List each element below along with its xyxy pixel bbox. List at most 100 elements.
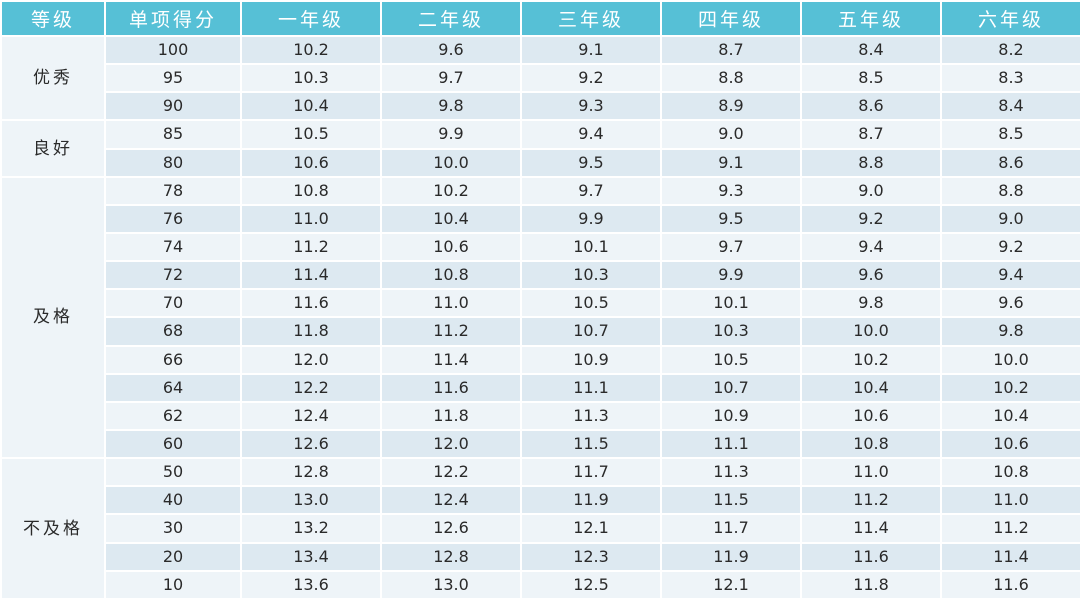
- grade-3-cell: 9.7: [522, 177, 660, 204]
- grade-4-cell: 11.3: [662, 459, 800, 486]
- grade-1-cell: 10.4: [242, 93, 380, 120]
- grade-3-cell: 9.9: [522, 205, 660, 232]
- table-row: 90 10.4 9.8 9.3 8.9 8.6 8.4: [2, 93, 1080, 120]
- grade-3-cell: 9.3: [522, 93, 660, 120]
- grade-1-cell: 12.0: [242, 346, 380, 373]
- grade-2-cell: 11.6: [382, 374, 520, 401]
- grade-6-cell: 10.8: [942, 459, 1080, 486]
- grade-4-cell: 10.9: [662, 402, 800, 429]
- grade-2-cell: 9.9: [382, 121, 520, 148]
- grade-4-cell: 11.5: [662, 487, 800, 514]
- table-row: 80 10.6 10.0 9.5 9.1 8.8 8.6: [2, 149, 1080, 176]
- score-cell: 90: [106, 93, 240, 120]
- grade-3-cell: 11.5: [522, 430, 660, 458]
- grade-3-cell: 10.1: [522, 233, 660, 261]
- grade-6-cell: 9.4: [942, 262, 1080, 289]
- grade-4-cell: 9.1: [662, 149, 800, 176]
- grade-6-cell: 11.0: [942, 487, 1080, 514]
- grade-1-cell: 11.2: [242, 233, 380, 261]
- level-label: 优秀: [2, 37, 104, 120]
- grade-2-cell: 10.0: [382, 149, 520, 176]
- score-cell: 80: [106, 149, 240, 176]
- grade-5-cell: 9.0: [802, 177, 940, 204]
- grade-5-cell: 9.4: [802, 233, 940, 261]
- grade-5-header: 五年级: [802, 2, 940, 35]
- grade-2-cell: 12.2: [382, 459, 520, 486]
- header-row: 等级 单项得分 一年级 二年级 三年级 四年级 五年级 六年级: [2, 2, 1080, 35]
- grade-6-cell: 9.6: [942, 290, 1080, 317]
- grade-5-cell: 10.2: [802, 346, 940, 373]
- grade-1-cell: 13.0: [242, 487, 380, 514]
- grade-5-cell: 9.6: [802, 262, 940, 289]
- grade-4-cell: 10.7: [662, 374, 800, 401]
- grade-4-cell: 11.9: [662, 543, 800, 570]
- grade-2-cell: 11.4: [382, 346, 520, 373]
- grade-3-cell: 10.7: [522, 318, 660, 345]
- score-cell: 72: [106, 262, 240, 289]
- grade-4-cell: 8.8: [662, 65, 800, 92]
- grade-3-cell: 11.3: [522, 402, 660, 429]
- score-cell: 70: [106, 290, 240, 317]
- grade-1-cell: 10.8: [242, 177, 380, 204]
- grade-1-cell: 10.2: [242, 37, 380, 64]
- grade-5-cell: 10.6: [802, 402, 940, 429]
- grade-1-cell: 10.5: [242, 121, 380, 148]
- grade-1-cell: 11.6: [242, 290, 380, 317]
- grade-3-cell: 12.3: [522, 543, 660, 570]
- level-label: 不及格: [2, 459, 104, 598]
- table-row: 10 13.6 13.0 12.5 12.1 11.8 11.6: [2, 571, 1080, 598]
- grade-6-cell: 8.4: [942, 93, 1080, 120]
- grade-5-cell: 11.0: [802, 459, 940, 486]
- table-row: 30 13.2 12.6 12.1 11.7 11.4 11.2: [2, 515, 1080, 542]
- score-cell: 60: [106, 430, 240, 458]
- score-cell: 68: [106, 318, 240, 345]
- grade-6-cell: 9.8: [942, 318, 1080, 345]
- grade-2-cell: 10.6: [382, 233, 520, 261]
- grade-5-cell: 8.8: [802, 149, 940, 176]
- grade-3-cell: 10.9: [522, 346, 660, 373]
- grade-2-cell: 11.2: [382, 318, 520, 345]
- grade-5-cell: 9.2: [802, 205, 940, 232]
- grade-3-cell: 9.5: [522, 149, 660, 176]
- table-row: 64 12.2 11.6 11.1 10.7 10.4 10.2: [2, 374, 1080, 401]
- grade-6-cell: 8.2: [942, 37, 1080, 64]
- grade-3-cell: 10.5: [522, 290, 660, 317]
- grade-5-cell: 11.8: [802, 571, 940, 598]
- grade-6-cell: 10.4: [942, 402, 1080, 429]
- grade-6-cell: 11.4: [942, 543, 1080, 570]
- grade-6-cell: 8.6: [942, 149, 1080, 176]
- score-cell: 62: [106, 402, 240, 429]
- grade-5-cell: 11.4: [802, 515, 940, 542]
- score-cell: 64: [106, 374, 240, 401]
- grade-1-cell: 13.4: [242, 543, 380, 570]
- grade-1-cell: 12.2: [242, 374, 380, 401]
- score-cell: 95: [106, 65, 240, 92]
- grade-6-cell: 10.6: [942, 430, 1080, 458]
- grade-2-cell: 10.2: [382, 177, 520, 204]
- table-row: 60 12.6 12.0 11.5 11.1 10.8 10.6: [2, 430, 1080, 458]
- grade-1-cell: 11.0: [242, 205, 380, 232]
- grade-6-cell: 8.8: [942, 177, 1080, 204]
- grade-5-cell: 8.4: [802, 37, 940, 64]
- grade-1-cell: 12.8: [242, 459, 380, 486]
- grade-2-cell: 9.8: [382, 93, 520, 120]
- grade-2-cell: 9.7: [382, 65, 520, 92]
- grade-2-cell: 13.0: [382, 571, 520, 598]
- score-cell: 66: [106, 346, 240, 373]
- grade-3-header: 三年级: [522, 2, 660, 35]
- grade-1-cell: 10.3: [242, 65, 380, 92]
- grade-4-cell: 11.1: [662, 430, 800, 458]
- table-row: 76 11.0 10.4 9.9 9.5 9.2 9.0: [2, 205, 1080, 232]
- grade-6-cell: 9.2: [942, 233, 1080, 261]
- grade-4-cell: 10.3: [662, 318, 800, 345]
- table-row: 不及格 50 12.8 12.2 11.7 11.3 11.0 10.8: [2, 459, 1080, 598]
- table-body: 优秀 100 10.2 9.6 9.1 8.7 8.4 8.2 95 10.3 9.7 9.2 8.8 8…: [2, 37, 1080, 598]
- table-row: 良好 85 10.5 9.9 9.4 9.0 8.7 8.5: [2, 121, 1080, 176]
- score-cell: 50: [106, 459, 240, 486]
- grade-2-cell: 11.8: [382, 402, 520, 429]
- table-row: 优秀 100 10.2 9.6 9.1 8.7 8.4 8.2: [2, 37, 1080, 120]
- table-row: 及格 78 10.8 10.2 9.7 9.3 9.0 8.8: [2, 177, 1080, 458]
- grade-4-cell: 8.9: [662, 93, 800, 120]
- grade-4-cell: 11.7: [662, 515, 800, 542]
- grade-5-cell: 10.8: [802, 430, 940, 458]
